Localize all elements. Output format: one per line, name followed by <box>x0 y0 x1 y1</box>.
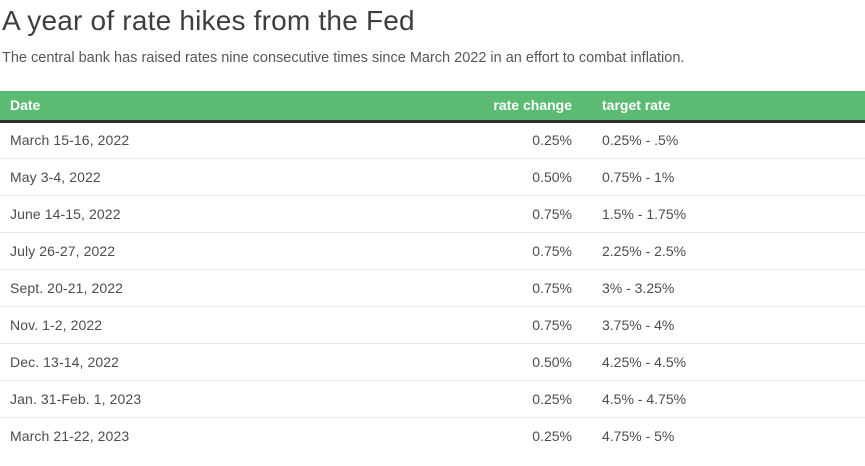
cell-target-rate: 3% - 3.25% <box>572 269 865 307</box>
cell-rate-change: 0.25% <box>482 380 572 418</box>
table-row: March 15-16, 2022 0.25% 0.25% - .5% <box>0 121 865 159</box>
cell-target-rate: 2.25% - 2.5% <box>572 232 865 270</box>
cell-rate-change: 0.75% <box>482 306 572 344</box>
cell-target-rate: 3.75% - 4% <box>572 306 865 344</box>
cell-target-rate: 4.25% - 4.5% <box>572 343 865 381</box>
cell-rate-change: 0.75% <box>482 232 572 270</box>
cell-target-rate: 1.5% - 1.75% <box>572 195 865 233</box>
column-header-date: Date <box>0 91 482 123</box>
cell-rate-change: 0.75% <box>482 269 572 307</box>
table-row: Nov. 1-2, 2022 0.75% 3.75% - 4% <box>0 306 865 344</box>
table-row: June 14-15, 2022 0.75% 1.5% - 1.75% <box>0 195 865 233</box>
cell-target-rate: 0.25% - .5% <box>572 121 865 159</box>
table-header-row: Date rate change target rate <box>0 91 865 123</box>
cell-date: Dec. 13-14, 2022 <box>0 343 482 381</box>
cell-date: March 15-16, 2022 <box>0 121 482 159</box>
cell-date: Jan. 31-Feb. 1, 2023 <box>0 380 482 418</box>
cell-rate-change: 0.50% <box>482 158 572 196</box>
cell-rate-change: 0.25% <box>532 427 572 444</box>
table-row: March 21-22, 2023 0.25% 4.75% - 5% <box>0 417 865 454</box>
cell-date: Sept. 20-21, 2022 <box>0 269 482 307</box>
column-header-target-rate: target rate <box>572 91 865 123</box>
cell-rate-change: 0.25% <box>482 121 572 159</box>
cell-target-rate: 4.75% - 5% <box>602 427 675 444</box>
table-row: Sept. 20-21, 2022 0.75% 3% - 3.25% <box>0 269 865 307</box>
cell-rate-change: 0.75% <box>482 195 572 233</box>
cell-date: March 21-22, 2023 <box>10 427 130 444</box>
cell-date: May 3-4, 2022 <box>0 158 482 196</box>
cell-rate-change: 0.50% <box>482 343 572 381</box>
table-row: Jan. 31-Feb. 1, 2023 0.25% 4.5% - 4.75% <box>0 380 865 418</box>
page-title: A year of rate hikes from the Fed <box>2 5 415 36</box>
page: A year of rate hikes from the Fed The ce… <box>0 5 865 454</box>
cell-date: Nov. 1-2, 2022 <box>0 306 482 344</box>
column-header-rate-change: rate change <box>482 91 572 123</box>
page-subtitle: The central bank has raised rates nine c… <box>2 50 685 66</box>
cell-target-rate: 0.75% - 1% <box>572 158 865 196</box>
table-row: Dec. 13-14, 2022 0.50% 4.25% - 4.5% <box>0 343 865 381</box>
cell-date: July 26-27, 2022 <box>0 232 482 270</box>
cell-target-rate: 4.5% - 4.75% <box>572 380 865 418</box>
rate-hikes-table: Date rate change target rate March 15-16… <box>0 91 865 454</box>
table-row: July 26-27, 2022 0.75% 2.25% - 2.5% <box>0 232 865 270</box>
cell-date: June 14-15, 2022 <box>0 195 482 233</box>
table-row: May 3-4, 2022 0.50% 0.75% - 1% <box>0 158 865 196</box>
